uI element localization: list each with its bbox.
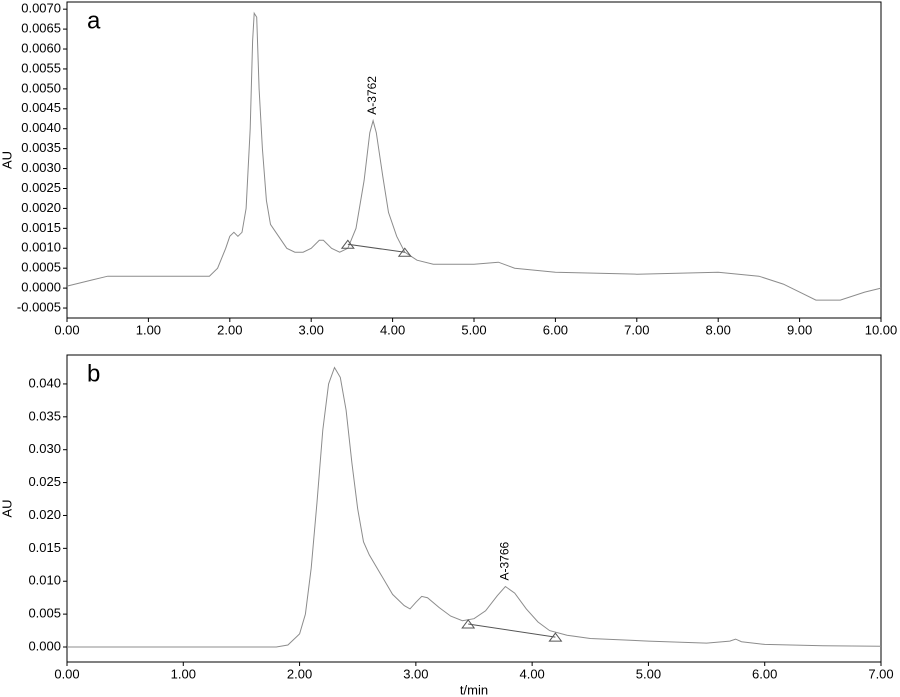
plot-frame — [66, 1, 882, 319]
y-tick-label: 0.0070 — [21, 1, 61, 16]
x-tick-label: 4.00 — [380, 322, 405, 337]
y-tick-label: 0.0000 — [21, 280, 61, 295]
y-tick-label: 0.030 — [28, 441, 61, 456]
x-tick-label: 3.00 — [299, 322, 324, 337]
y-tick-label: 0.0050 — [21, 80, 61, 95]
x-tick-label: 7.00 — [868, 666, 893, 681]
x-tick-label: 3.00 — [403, 666, 428, 681]
y-tick-label: 0.025 — [28, 474, 61, 489]
y-tick-label: 0.0025 — [21, 180, 61, 195]
peak-baseline — [468, 623, 556, 638]
x-tick-label: 7.00 — [624, 322, 649, 337]
y-tick-label: 0.040 — [28, 375, 61, 390]
y-tick-label: 0.0030 — [21, 160, 61, 175]
baseline-marker — [397, 247, 412, 257]
x-tick-label: 4.00 — [519, 666, 544, 681]
y-axis-label: AU — [0, 151, 14, 169]
x-axis-label: t/min — [460, 682, 488, 697]
panel-label: a — [87, 7, 101, 34]
y-tick-label: 0.0040 — [21, 120, 61, 135]
y-tick-label: 0.0065 — [21, 21, 61, 36]
y-tick-label: 0.0035 — [21, 140, 61, 155]
y-axis-label: AU — [0, 499, 14, 517]
y-tick-label: 0.0020 — [21, 200, 61, 215]
x-tick-label: 6.00 — [752, 666, 777, 681]
baseline-marker — [548, 632, 563, 642]
x-tick-label: 5.00 — [461, 322, 486, 337]
y-tick-label: 0.020 — [28, 507, 61, 522]
x-tick-label: 0.00 — [54, 322, 79, 337]
trace — [67, 366, 882, 648]
x-tick-label: 1.00 — [136, 322, 161, 337]
plot-frame — [66, 354, 882, 663]
x-tick-label: 0.00 — [54, 666, 79, 681]
peak-baseline — [347, 243, 405, 253]
y-tick-label: 0.0010 — [21, 240, 61, 255]
y-tick-label: 0.0055 — [21, 60, 61, 75]
y-tick-label: 0.015 — [28, 540, 61, 555]
baseline-marker — [340, 239, 355, 249]
x-tick-label: 10.00 — [865, 322, 898, 337]
y-tick-label: 0.010 — [28, 573, 61, 588]
x-tick-label: 2.00 — [287, 666, 312, 681]
y-tick-label: 0.035 — [28, 408, 61, 423]
x-tick-label: 2.00 — [217, 322, 242, 337]
y-tick-label: -0.0005 — [17, 299, 61, 314]
x-tick-label: 1.00 — [171, 666, 196, 681]
x-tick-label: 6.00 — [543, 322, 568, 337]
y-tick-label: 0.005 — [28, 606, 61, 621]
x-tick-label: 9.00 — [787, 322, 812, 337]
trace — [66, 11, 882, 301]
y-tick-label: 0.000 — [28, 638, 61, 653]
baseline-marker — [461, 619, 476, 629]
peak-label: A-3766 — [498, 541, 512, 580]
x-tick-label: 8.00 — [706, 322, 731, 337]
peak-label: A-3762 — [365, 76, 379, 115]
y-tick-label: 0.0005 — [21, 260, 61, 275]
y-tick-label: 0.0015 — [21, 220, 61, 235]
panel-label: b — [87, 360, 100, 387]
y-tick-label: 0.0045 — [21, 100, 61, 115]
x-tick-label: 5.00 — [636, 666, 661, 681]
y-tick-label: 0.0060 — [21, 40, 61, 55]
